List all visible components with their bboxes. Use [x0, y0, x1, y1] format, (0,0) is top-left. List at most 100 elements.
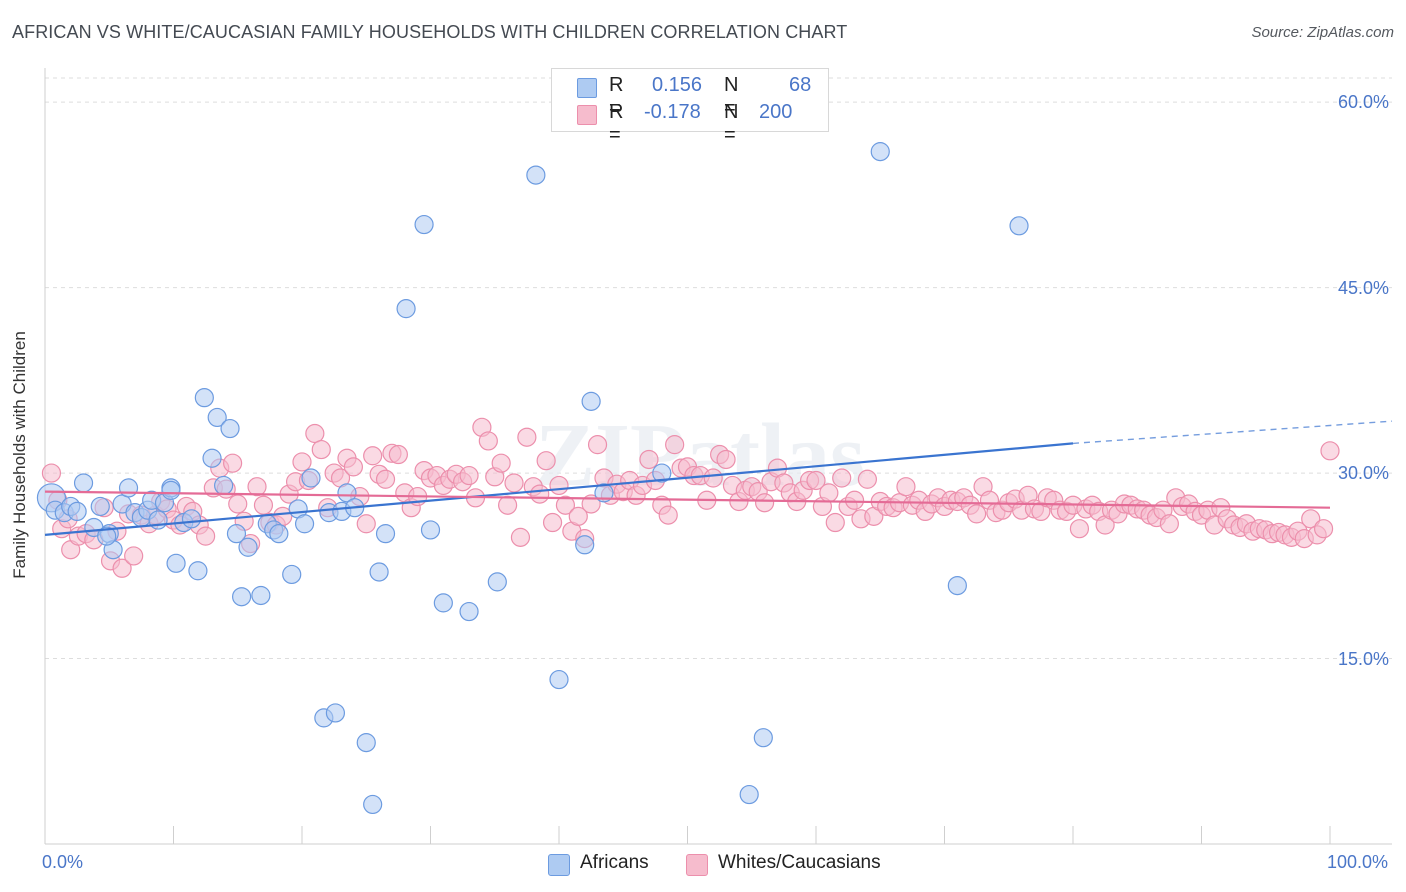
whites-point: [716, 449, 736, 470]
africans-point: [420, 520, 441, 540]
africans-point: [269, 524, 289, 544]
africans-point: [118, 478, 139, 498]
whites-swatch: [686, 854, 708, 876]
whites-point: [587, 435, 608, 455]
whites-point: [375, 469, 396, 489]
whites-point: [568, 506, 588, 526]
africans-point: [294, 514, 315, 534]
whites-point: [517, 427, 537, 447]
africans-point: [549, 669, 569, 690]
africans-point: [369, 562, 389, 582]
africans-point: [67, 501, 87, 522]
legend-r-value: 0.156: [652, 74, 703, 96]
africans-point: [251, 585, 271, 606]
legend-africans[interactable]: Africans: [548, 852, 688, 876]
africans-point: [232, 587, 252, 607]
africans-point: [207, 407, 227, 428]
africans-point: [73, 473, 94, 493]
whites-point: [478, 431, 498, 451]
africans-point: [652, 463, 672, 483]
whites-point: [356, 514, 376, 534]
whites-point: [498, 495, 518, 515]
africans-point: [526, 165, 546, 185]
africans-point: [337, 483, 357, 503]
whites-point: [832, 468, 852, 488]
whites-point: [41, 463, 62, 483]
whites-trend-line: [44, 490, 1331, 509]
africans-point: [226, 524, 247, 544]
whites-point: [253, 495, 274, 515]
africans-point: [581, 391, 601, 411]
gridlines: [45, 77, 1392, 660]
whites-point: [1320, 441, 1340, 461]
africans-point: [870, 142, 890, 162]
whites-point: [844, 490, 865, 510]
whites-point: [549, 475, 569, 496]
africans-point: [90, 496, 110, 517]
whites-point: [228, 494, 248, 514]
africans-point: [459, 601, 479, 622]
whites-swatch: [577, 105, 597, 125]
legend-whites[interactable]: Whites/Caucasians: [686, 852, 906, 876]
legend-n-label: N =: [724, 101, 739, 146]
source-label: Source: ZipAtlas.com: [1251, 24, 1394, 41]
africans-point: [194, 388, 214, 408]
whites-point: [292, 452, 312, 472]
africans-point: [433, 593, 453, 613]
y-tick-label: 30.0%: [1338, 463, 1390, 484]
africans-point: [396, 299, 416, 319]
whites-point: [658, 505, 678, 525]
africans-swatch: [548, 854, 570, 876]
whites-point: [491, 453, 511, 473]
africans-point: [753, 728, 773, 748]
legend-africans-label: Africans: [580, 852, 649, 873]
africans-point: [575, 535, 595, 555]
africans-point: [220, 418, 240, 439]
africans-point: [947, 575, 967, 596]
africans-point: [325, 703, 346, 723]
whites-point: [124, 546, 144, 566]
whites-point: [1069, 519, 1090, 539]
whites-point: [819, 483, 839, 503]
whites-point: [530, 484, 550, 504]
legend-n-label: N =: [724, 74, 739, 119]
africans-point: [414, 214, 434, 235]
africans-swatch: [577, 78, 597, 98]
axes: [44, 68, 1392, 845]
y-tick-label: 45.0%: [1338, 277, 1390, 298]
whites-point: [536, 451, 556, 471]
whites-point: [967, 504, 987, 524]
whites-point: [504, 473, 524, 493]
whites-point: [806, 470, 826, 491]
whites-point: [223, 453, 243, 473]
whites-point: [754, 493, 775, 513]
africans-point: [214, 475, 234, 496]
whites-point: [388, 444, 408, 465]
whites-point: [343, 457, 363, 477]
watermark: ZIPatlas: [535, 406, 865, 505]
x-tick-max: 100.0%: [1327, 852, 1389, 872]
whites-point: [305, 423, 325, 444]
whites-point: [311, 439, 331, 460]
whites-point: [247, 477, 267, 497]
africans-point: [594, 483, 614, 503]
africans-point: [282, 564, 302, 585]
africans-point: [97, 526, 117, 546]
y-tick-label: 60.0%: [1338, 92, 1390, 113]
whites-point: [1313, 519, 1334, 539]
legend-r-value: -0.178: [644, 101, 701, 123]
whites-points: [41, 417, 1340, 578]
africans-point: [739, 784, 759, 805]
africans-trend-extension: [1072, 420, 1393, 445]
whites-point: [896, 477, 916, 497]
africans-point: [202, 448, 222, 468]
africans-point: [356, 733, 376, 753]
africans-point: [188, 561, 208, 581]
y-tick-label: 15.0%: [1338, 648, 1390, 669]
africans-trend-line: [44, 442, 1074, 536]
legend-r-label: R =: [609, 74, 624, 119]
whites-point: [825, 512, 845, 533]
whites-point: [555, 495, 576, 515]
africans-point: [363, 794, 383, 815]
africans-point: [301, 468, 321, 488]
